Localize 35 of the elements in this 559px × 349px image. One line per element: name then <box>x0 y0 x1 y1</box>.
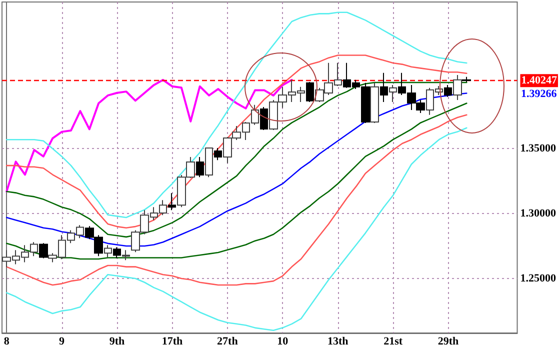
candlestick <box>306 81 314 102</box>
x-tick-label: 21st <box>384 336 403 348</box>
candlestick <box>214 148 222 161</box>
candlestick <box>462 76 471 82</box>
x-tick-label: 17th <box>162 336 183 348</box>
candlestick <box>104 244 112 258</box>
x-tick-label: 8 <box>4 336 10 348</box>
line-series <box>6 12 468 218</box>
candlestick <box>196 156 204 178</box>
candlestick <box>444 84 452 98</box>
y-tick-label: 1.30000 <box>520 208 556 220</box>
x-tick-label: 27th <box>217 336 238 348</box>
text: 1.39266 <box>521 88 558 100</box>
candlestick <box>370 82 379 124</box>
ref-line-label: 1.40247 <box>521 74 558 87</box>
y-tick-label: 1.25000 <box>520 272 556 284</box>
y-tick-label: 1.35000 <box>520 142 556 155</box>
candlestick <box>122 250 130 261</box>
candlestick <box>389 84 397 102</box>
line-series <box>6 54 468 229</box>
x-tick-label: 9 <box>59 336 66 348</box>
line-series <box>6 114 468 286</box>
line-series <box>6 127 468 332</box>
x-tick-label: 13th <box>327 336 348 348</box>
candlestick <box>205 148 213 178</box>
candlestick <box>39 242 48 259</box>
candlestick <box>260 106 268 130</box>
x-tick-label: 9th <box>109 336 125 348</box>
candlestick <box>380 72 388 102</box>
candlestick <box>113 246 121 259</box>
x-tick-label: 29th <box>438 336 459 348</box>
candlestick <box>453 74 462 100</box>
x-tick-label: 10 <box>277 336 289 348</box>
candlestick <box>168 192 176 211</box>
line-series <box>6 78 293 193</box>
